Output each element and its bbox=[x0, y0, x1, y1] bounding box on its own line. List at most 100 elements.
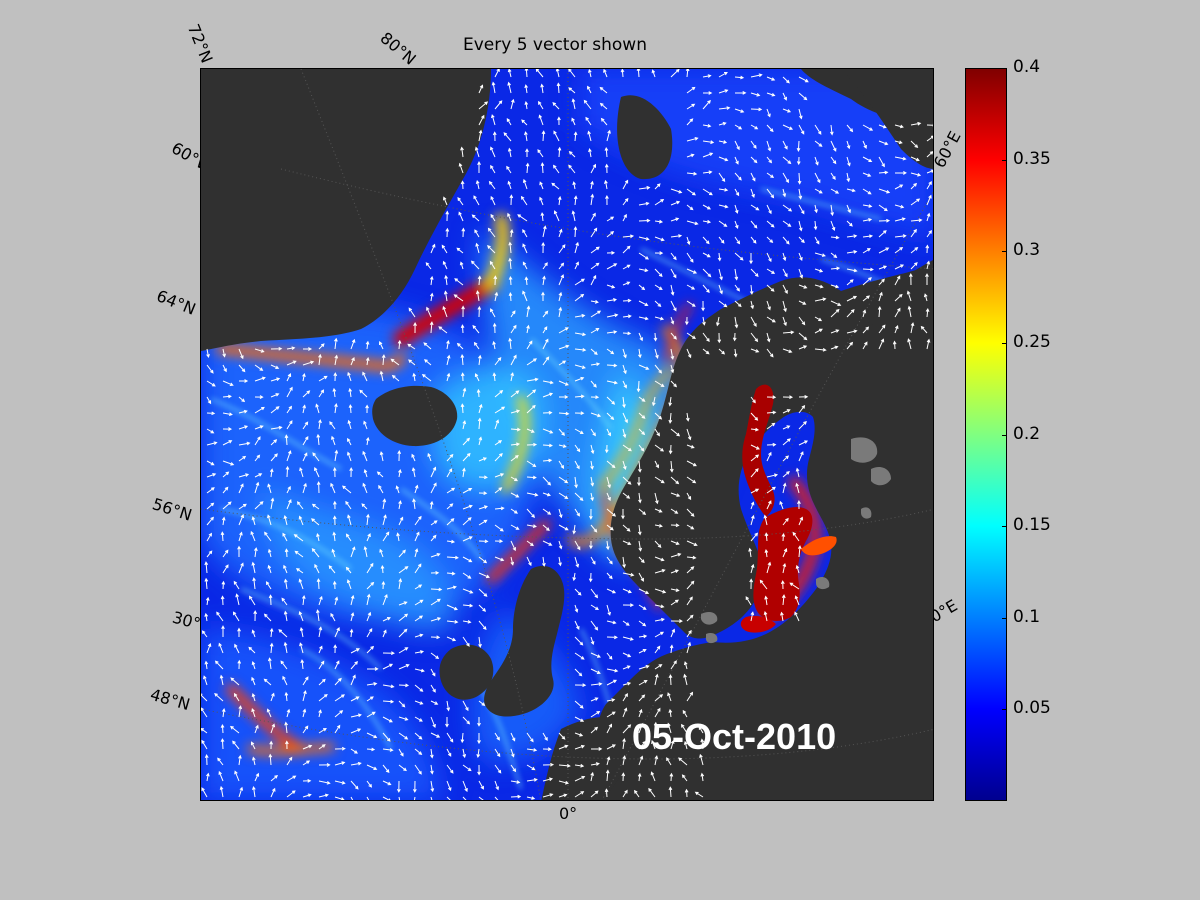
vector-arrow bbox=[334, 403, 338, 414]
vector-arrow bbox=[350, 648, 360, 654]
vector-arrow bbox=[750, 488, 760, 494]
vector-arrow bbox=[782, 409, 791, 414]
vector-arrow bbox=[910, 156, 920, 162]
vector-arrow bbox=[362, 450, 368, 462]
vector-arrow bbox=[654, 251, 664, 255]
vector-arrow bbox=[686, 204, 694, 211]
vector-arrow bbox=[222, 440, 233, 446]
vector-arrow bbox=[606, 556, 613, 565]
vector-arrow bbox=[638, 492, 642, 504]
vector-arrow bbox=[222, 460, 235, 466]
vector-arrow bbox=[318, 763, 331, 767]
date-stamp: 05-Oct-2010 bbox=[632, 716, 837, 757]
vector-arrow bbox=[251, 660, 256, 670]
vector-arrow bbox=[862, 267, 874, 272]
vector-arrow bbox=[766, 473, 779, 478]
vector-arrow bbox=[782, 562, 787, 574]
vector-arrow bbox=[574, 332, 587, 337]
vector-arrow bbox=[686, 428, 692, 441]
vector-arrow bbox=[574, 241, 579, 254]
vector-arrow bbox=[238, 396, 246, 403]
vector-arrow bbox=[622, 540, 632, 545]
vector-arrow bbox=[718, 106, 731, 110]
vector-arrow bbox=[590, 492, 594, 502]
vector-arrow bbox=[270, 497, 275, 510]
vector-arrow bbox=[717, 252, 722, 262]
vector-arrow bbox=[446, 636, 457, 642]
vector-arrow bbox=[686, 460, 697, 467]
vector-arrow bbox=[316, 433, 321, 446]
vector-arrow bbox=[798, 395, 809, 399]
vector-arrow bbox=[477, 275, 482, 286]
vector-arrow bbox=[430, 598, 441, 606]
vector-arrow bbox=[412, 498, 416, 510]
vector-arrow bbox=[794, 595, 800, 606]
vector-arrow bbox=[590, 163, 596, 174]
vector-arrow bbox=[510, 427, 521, 432]
vector-arrow bbox=[750, 156, 758, 164]
vector-arrow bbox=[718, 220, 728, 227]
vector-arrow bbox=[846, 295, 858, 302]
vector-arrow bbox=[668, 396, 673, 407]
vector-arrow bbox=[366, 696, 374, 702]
vector-arrow bbox=[334, 694, 345, 702]
vector-arrow bbox=[846, 204, 851, 214]
vector-arrow bbox=[622, 213, 627, 222]
vector-arrow bbox=[362, 371, 368, 382]
vector-arrow bbox=[574, 683, 587, 688]
vector-arrow bbox=[457, 197, 464, 206]
vector-arrow bbox=[478, 604, 487, 612]
vector-arrow bbox=[589, 540, 593, 550]
vector-arrow bbox=[474, 373, 480, 382]
vector-arrow bbox=[398, 468, 402, 478]
vector-arrow bbox=[254, 772, 260, 782]
vector-arrow bbox=[446, 585, 457, 590]
vector-arrow bbox=[574, 604, 579, 613]
vector-arrow bbox=[366, 764, 378, 770]
vector-arrow bbox=[670, 660, 677, 670]
vector-arrow bbox=[235, 593, 240, 606]
vector-arrow bbox=[334, 660, 340, 670]
vector-arrow bbox=[748, 547, 752, 558]
vector-arrow bbox=[478, 780, 484, 790]
vector-arrow bbox=[238, 483, 244, 494]
vector-arrow bbox=[254, 501, 264, 510]
vector-arrow bbox=[622, 603, 634, 607]
vector-arrow bbox=[814, 204, 818, 214]
vector-arrow bbox=[414, 531, 420, 542]
vector-arrow bbox=[332, 500, 337, 510]
vector-arrow bbox=[766, 486, 776, 494]
vector-arrow bbox=[574, 313, 586, 318]
vector-arrow bbox=[254, 364, 264, 371]
vector-arrow bbox=[539, 196, 544, 206]
vector-arrow bbox=[460, 353, 465, 366]
vector-arrow bbox=[302, 779, 312, 783]
vector-arrow bbox=[238, 348, 244, 360]
vector-arrow bbox=[590, 428, 596, 437]
vector-arrow bbox=[750, 427, 760, 432]
vector-arrow bbox=[525, 148, 529, 157]
vector-arrow bbox=[490, 195, 496, 206]
vector-arrow bbox=[286, 405, 292, 414]
vector-arrow bbox=[446, 354, 451, 366]
vector-arrow bbox=[782, 348, 793, 353]
vector-arrow bbox=[585, 116, 592, 126]
vector-arrow bbox=[558, 540, 563, 550]
vector-arrow bbox=[574, 444, 581, 453]
vector-arrow bbox=[478, 700, 486, 706]
vector-arrow bbox=[718, 348, 726, 355]
vector-arrow bbox=[222, 486, 229, 494]
vector-arrow bbox=[492, 322, 497, 334]
vector-arrow bbox=[542, 428, 554, 434]
vector-arrow bbox=[269, 740, 274, 750]
vector-arrow bbox=[846, 188, 856, 193]
vector-arrow bbox=[862, 248, 871, 254]
vector-arrow bbox=[507, 69, 512, 78]
vector-arrow bbox=[766, 252, 772, 263]
vector-arrow bbox=[862, 204, 873, 208]
vector-arrow bbox=[491, 81, 496, 94]
vector-arrow bbox=[587, 130, 592, 142]
vector-arrow bbox=[682, 709, 688, 718]
vector-arrow bbox=[846, 156, 851, 167]
vector-arrow bbox=[910, 228, 917, 238]
